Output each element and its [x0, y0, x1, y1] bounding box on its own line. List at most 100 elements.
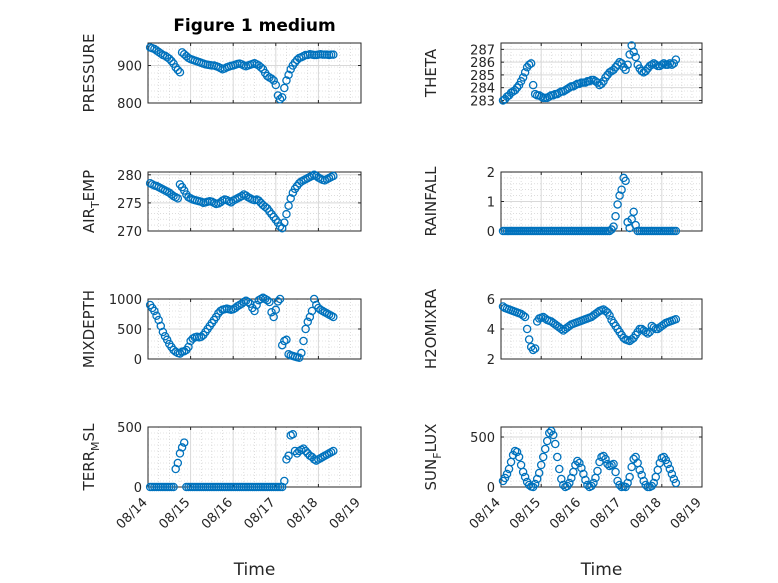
data-point: [671, 314, 681, 324]
y-tick-label: 0: [487, 225, 495, 240]
data-point: [167, 190, 176, 199]
data-point: [520, 68, 530, 77]
data-point: [603, 459, 612, 469]
y-tick-label: 2: [487, 353, 495, 368]
data-point: [625, 472, 634, 482]
x-tick-label: 08/17: [587, 495, 624, 532]
data-point: [557, 324, 566, 334]
data-point: [663, 459, 673, 469]
data-point: [611, 211, 620, 221]
data-point: [329, 312, 338, 322]
data-point: [514, 452, 524, 462]
data-point: [555, 464, 564, 474]
y-axis-label: TERRMSL: [80, 423, 102, 492]
data-point: [657, 60, 667, 69]
data-point: [635, 465, 644, 475]
data-point: [605, 311, 614, 320]
data-point: [623, 60, 632, 69]
y-tick-label: 286: [470, 56, 495, 71]
data-point: [613, 476, 622, 486]
data-point: [615, 57, 624, 67]
y-tick-label: 280: [117, 169, 142, 184]
data-point: [282, 209, 291, 219]
data-point: [551, 439, 560, 449]
data-point: [575, 79, 584, 89]
axes-box: [500, 426, 703, 488]
data-point: [158, 327, 168, 337]
y-tick-label: 0: [134, 353, 142, 368]
data-point: [165, 54, 174, 64]
data-point: [627, 462, 636, 472]
data-point: [150, 306, 159, 316]
data-point: [260, 202, 270, 212]
data-point: [601, 73, 610, 82]
data-point: [553, 452, 562, 462]
data-point: [245, 299, 255, 309]
data-point: [277, 223, 287, 233]
data-point: [601, 454, 610, 464]
data-point: [271, 305, 281, 315]
x-tick-label: 08/16: [199, 495, 236, 532]
axes-box: [500, 42, 703, 104]
data-point: [241, 191, 251, 200]
data-point: [647, 60, 657, 69]
y-axis-label: AIRTEMP: [80, 170, 102, 233]
subplot-top-left: 800 900 PRESSURE Figure 1 medium: [80, 16, 362, 113]
x-tick-label: 08/14: [467, 495, 504, 532]
data-point: [627, 214, 636, 224]
y-tick-label: 1: [487, 196, 495, 211]
y-axis-label: THETA: [422, 48, 440, 98]
data-point: [536, 460, 546, 470]
data-point: [540, 444, 550, 454]
data-point: [629, 207, 638, 217]
subplot-row3-right: 2 4 6 H2OMIXRA: [422, 288, 703, 369]
data-point: [667, 60, 677, 69]
data-point: [597, 79, 606, 89]
data-point: [581, 475, 590, 485]
data-point: [518, 467, 528, 477]
data-point: [538, 452, 548, 462]
data-point: [528, 345, 538, 355]
data-point: [169, 482, 178, 492]
data-point: [667, 469, 677, 479]
x-axis-label: Time: [580, 560, 623, 580]
x-tick-label: 08/15: [156, 495, 193, 532]
data-point: [520, 312, 530, 322]
data-point: [167, 56, 176, 66]
y-tick-label: 1000: [109, 293, 142, 308]
data-point: [288, 429, 298, 439]
y-axis-label-subscript: T: [89, 201, 102, 209]
data-point: [243, 297, 253, 307]
data-point: [299, 336, 308, 346]
data-point: [565, 478, 574, 488]
data-point: [173, 65, 183, 75]
y-axis-label-text: PRESSURE: [80, 34, 98, 113]
data-point: [292, 55, 302, 65]
data-point: [611, 63, 620, 72]
y-axis-label-text: TERR: [80, 451, 98, 492]
x-tick-label: 08/19: [668, 495, 705, 532]
x-tick-label: 08/14: [114, 495, 151, 532]
y-axis-label-subscript: F: [431, 452, 444, 458]
data-point: [593, 466, 602, 476]
data-point: [329, 446, 338, 456]
data-point: [518, 73, 528, 82]
data-point: [522, 324, 532, 334]
data-point: [547, 426, 556, 436]
data-point: [237, 191, 246, 201]
data-point: [526, 59, 536, 68]
data-point: [671, 226, 681, 236]
y-axis-label-tail: SL: [80, 423, 98, 442]
subplot-bottom-left: 0 500 08/14 08/15 08/16 08/17 08/18 08/19 Time TE…: [80, 421, 364, 580]
data-point: [280, 83, 289, 93]
data-point: [530, 344, 540, 353]
data-point: [629, 47, 638, 57]
data-point: [621, 176, 630, 186]
data-point: [290, 58, 300, 67]
subplot-bottom-right: 0 500 08/14 08/15 08/16 08/17 08/18 08/19 Time SU…: [422, 424, 705, 580]
x-tick-label: 08/19: [327, 495, 364, 532]
data-point: [269, 76, 278, 85]
y-axis-label-text: MIXDEPTH: [80, 290, 98, 368]
x-tick-label: 08/18: [284, 495, 321, 532]
